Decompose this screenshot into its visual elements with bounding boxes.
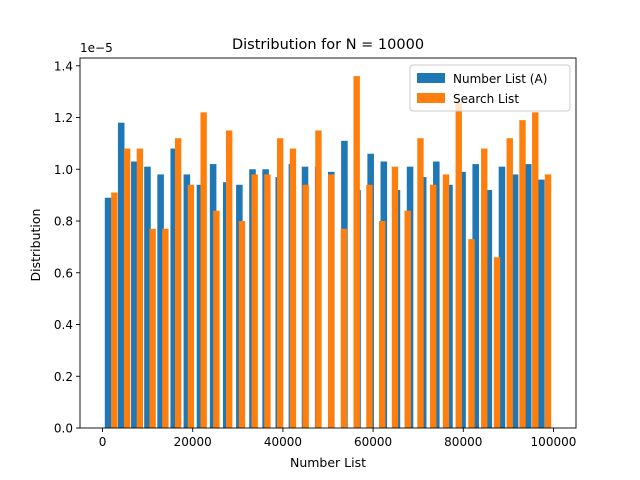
bar-number-list (118, 123, 125, 428)
x-tick-label: 60000 (354, 435, 392, 449)
bar-search-list (443, 174, 449, 428)
bar-search-list (290, 149, 296, 428)
bar-search-list (494, 257, 500, 428)
legend-label: Search List (453, 92, 519, 106)
bar-search-list (162, 229, 168, 428)
x-axis-label: Number List (290, 455, 366, 470)
bar-search-list (111, 193, 117, 428)
legend-swatch (417, 93, 445, 103)
bar-search-list (507, 138, 513, 428)
legend-label: Number List (A) (453, 72, 547, 86)
bar-search-list (239, 221, 245, 428)
bar-search-list (354, 76, 360, 428)
bar-search-list (226, 130, 232, 428)
bar-search-list (277, 138, 283, 428)
bar-search-list (328, 174, 334, 428)
bar-search-list (379, 221, 385, 428)
y-tick-label: 1.0 (54, 163, 73, 177)
x-tick-label: 40000 (264, 435, 302, 449)
bar-search-list (430, 185, 436, 428)
bar-search-list (532, 112, 538, 428)
y-tick-label: 1.4 (54, 59, 73, 73)
bar-search-list (417, 138, 423, 428)
bar-search-list (302, 185, 308, 428)
bar-search-list (456, 102, 462, 428)
bar-number-list (538, 180, 545, 428)
bar-search-list (175, 138, 181, 428)
bar-search-list (545, 174, 551, 428)
bar-search-list (188, 185, 194, 428)
y-tick-label: 0.0 (54, 422, 73, 436)
bar-search-list (341, 229, 347, 428)
bar-search-list (392, 167, 398, 428)
bar-search-list (519, 120, 525, 428)
legend-swatch (417, 73, 445, 83)
y-tick-label: 0.4 (54, 318, 73, 332)
bar-search-list (405, 211, 411, 428)
bar-search-list (137, 149, 143, 428)
bar-search-list (468, 239, 474, 428)
y-offset-label: 1e−5 (80, 41, 113, 55)
bar-search-list (124, 149, 130, 428)
bar-search-list (251, 174, 257, 428)
bar-number-list (131, 162, 138, 429)
y-tick-label: 0.8 (54, 215, 73, 229)
x-tick-label: 20000 (174, 435, 212, 449)
bar-search-list (315, 130, 321, 428)
y-tick-label: 0.6 (54, 266, 73, 280)
y-tick-label: 1.2 (54, 111, 73, 125)
chart-title: Distribution for N = 10000 (232, 37, 424, 53)
y-tick-label: 0.2 (54, 370, 73, 384)
y-axis-label: Distribution (28, 209, 43, 282)
bar-search-list (366, 185, 372, 428)
bar-number-list (525, 164, 532, 428)
x-tick-label: 80000 (444, 435, 482, 449)
bar-search-list (481, 149, 487, 428)
bar-search-list (213, 211, 219, 428)
bar-number-list (105, 198, 112, 428)
x-tick-label: 100000 (531, 435, 577, 449)
bar-search-list (149, 229, 155, 428)
x-tick-label: 0 (99, 435, 107, 449)
bar-search-list (200, 112, 206, 428)
bar-search-list (264, 174, 270, 428)
legend: Number List (A) Search List (410, 65, 570, 111)
